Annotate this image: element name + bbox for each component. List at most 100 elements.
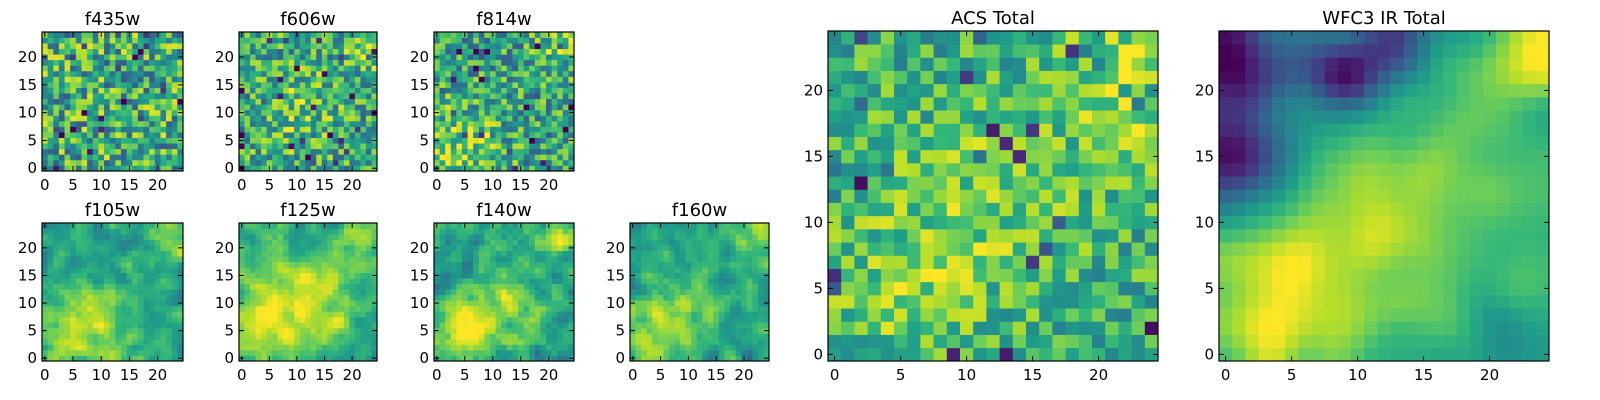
heatmap-cell [64, 355, 71, 362]
heatmap-cell [81, 344, 88, 351]
heatmap-cell [434, 261, 440, 268]
heatmap-cell [757, 261, 764, 268]
heatmap-cell [75, 165, 82, 172]
heatmap-cell [506, 294, 513, 301]
heatmap-cell [735, 278, 742, 285]
heatmap-cell [986, 176, 1000, 190]
heatmap-cell [343, 159, 350, 166]
heatmap-cell [735, 305, 742, 312]
heatmap-cell [467, 322, 474, 329]
heatmap-cell [973, 321, 987, 335]
heatmap-cell [456, 32, 463, 38]
heatmap-cell [47, 338, 54, 345]
heatmap-cell [371, 120, 378, 127]
heatmap-cell [332, 349, 339, 356]
heatmap-cell [652, 344, 659, 351]
heatmap-cell [321, 154, 328, 161]
heatmap-cell [668, 261, 675, 268]
heatmap-cell [310, 120, 317, 127]
heatmap-cell [132, 65, 139, 72]
heatmap-cell [250, 289, 256, 296]
heatmap-cell [160, 159, 167, 166]
heatmap-cell [132, 256, 139, 262]
x-tick-label: 20 [343, 366, 362, 384]
heatmap-cell [98, 316, 105, 323]
heatmap-cell [255, 239, 262, 246]
heatmap-cell [501, 76, 508, 83]
heatmap-cell [641, 344, 648, 351]
heatmap-cell [272, 338, 278, 345]
heatmap-cell [288, 109, 295, 116]
heatmap-cell [53, 256, 60, 262]
heatmap-cell [177, 76, 184, 83]
heatmap-cell [495, 261, 502, 268]
heatmap-cell [568, 344, 575, 351]
heatmap-cell [239, 43, 245, 50]
heatmap-cell [1131, 308, 1146, 322]
heatmap-cell [255, 234, 262, 240]
heatmap-cell [696, 338, 703, 345]
heatmap-cell [462, 70, 468, 77]
heatmap-cell [490, 59, 496, 66]
heatmap-cell [338, 148, 345, 155]
heatmap-cell [713, 349, 720, 356]
heatmap-cell [143, 245, 150, 251]
heatmap-cell [316, 137, 323, 144]
heatmap-cell [365, 37, 372, 44]
heatmap-cell [171, 76, 178, 83]
heatmap-cell [478, 109, 485, 116]
heatmap-cell [109, 87, 116, 94]
heatmap-cell [305, 165, 312, 172]
heatmap-cell [1105, 321, 1119, 335]
heatmap-cell [64, 76, 71, 83]
heatmap-cell [506, 349, 513, 356]
heatmap-cell [272, 289, 278, 296]
heatmap-cell [562, 104, 569, 111]
heatmap-cell [973, 268, 987, 283]
heatmap-cell [365, 234, 372, 240]
heatmap-cell [143, 272, 150, 279]
heatmap-cell [730, 300, 736, 307]
heatmap-cell [294, 322, 301, 329]
heatmap-cell [87, 143, 94, 150]
heatmap-cell [365, 132, 372, 138]
heatmap-cell [1078, 268, 1093, 283]
heatmap-cell [137, 250, 144, 257]
heatmap-cell [551, 256, 558, 262]
heatmap-cell [1026, 189, 1040, 203]
heatmap-cell [239, 132, 245, 138]
heatmap-cell [316, 159, 323, 166]
heatmap-cell [360, 165, 367, 172]
heatmap-cell [70, 159, 77, 166]
heatmap-cell [1078, 215, 1093, 230]
heatmap-cell [98, 54, 105, 61]
heatmap-cell [523, 70, 530, 77]
heatmap-cell [120, 316, 127, 323]
heatmap-cell [115, 65, 122, 72]
f814w-cells [434, 32, 575, 172]
heatmap-cell [120, 234, 127, 240]
heatmap-cell [53, 283, 60, 290]
heatmap-cell [371, 267, 378, 274]
heatmap-cell [75, 333, 82, 340]
heatmap-cell [277, 93, 284, 100]
heatmap-cell [266, 115, 273, 122]
heatmap-cell [434, 98, 440, 105]
heatmap-cell [540, 59, 547, 66]
heatmap-cell [272, 327, 278, 334]
heatmap-cell [171, 37, 178, 44]
heatmap-cell [518, 70, 524, 77]
heatmap-cell [551, 165, 558, 172]
heatmap-cell [490, 104, 496, 111]
heatmap-cell [299, 250, 306, 257]
heatmap-cell [149, 234, 156, 240]
heatmap-cell [646, 228, 653, 235]
heatmap-cell [70, 228, 77, 235]
heatmap-cell [512, 228, 519, 235]
heatmap-cell [557, 148, 564, 155]
heatmap-cell [115, 154, 122, 161]
heatmap-cell [534, 239, 541, 246]
heatmap-cell [360, 132, 367, 138]
heatmap-cell [854, 149, 868, 164]
